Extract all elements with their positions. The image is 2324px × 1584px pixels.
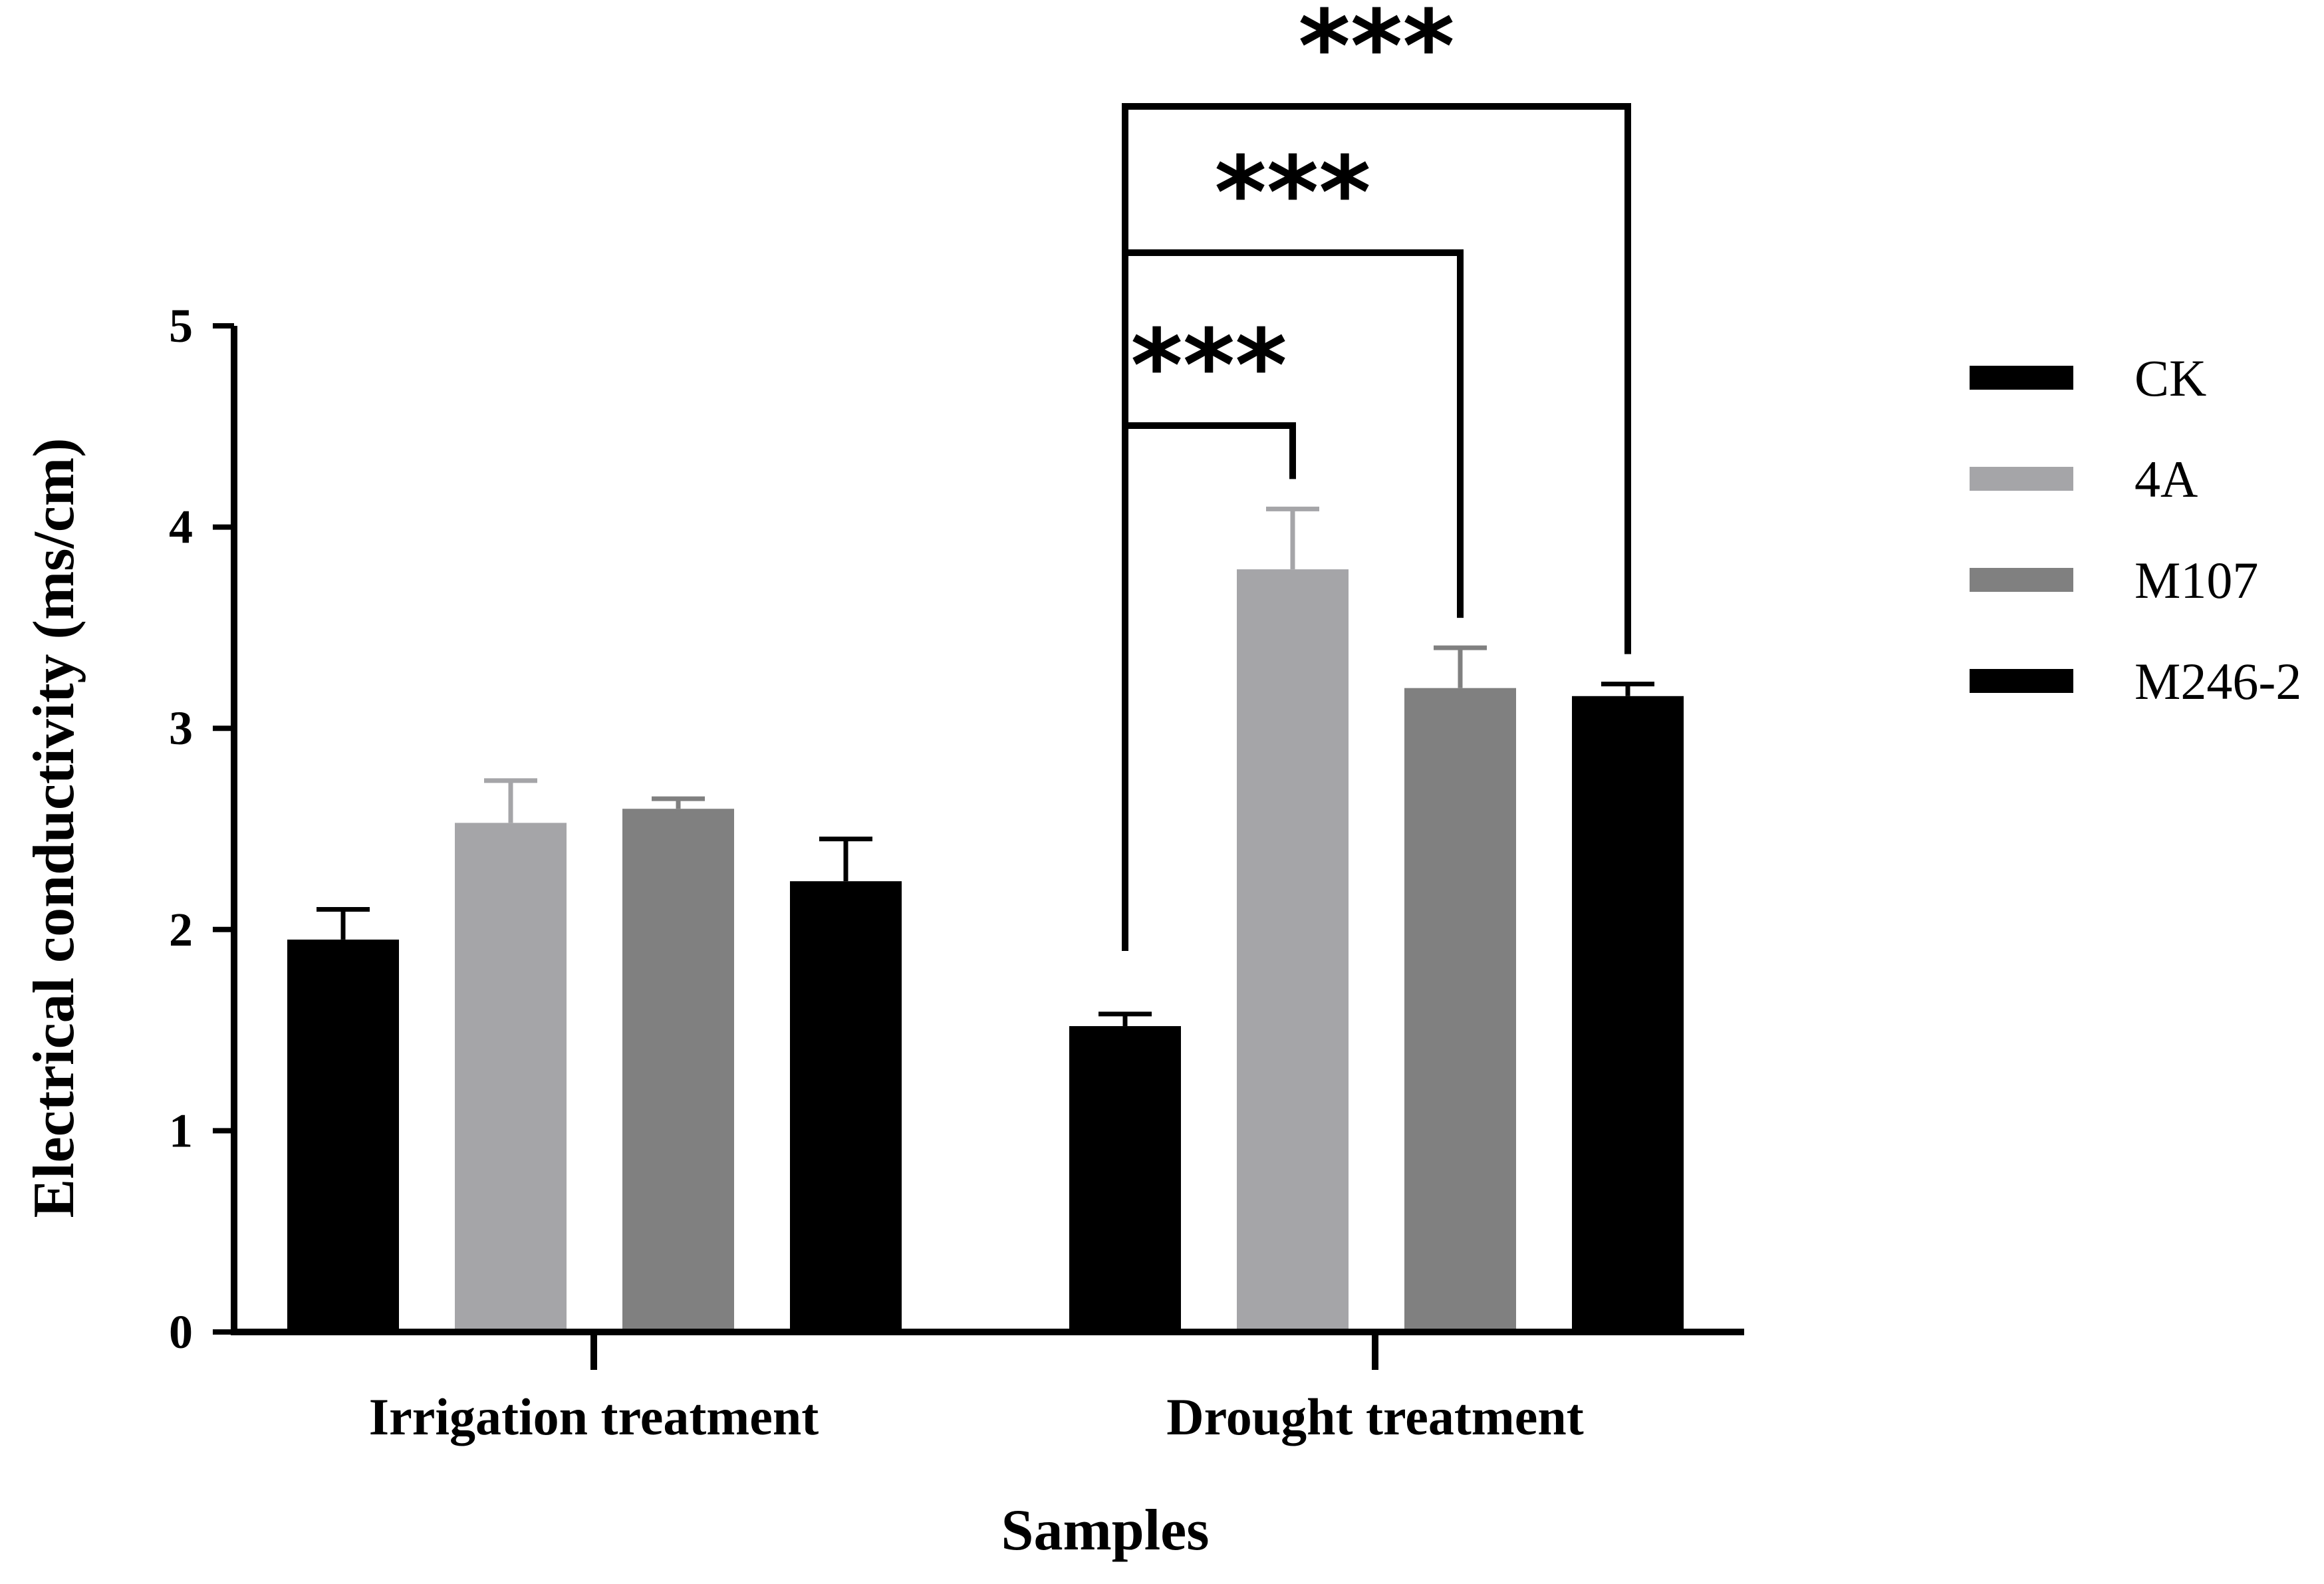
bar-m107-irrigation [622,809,734,1332]
x-category-label: Irrigation treatment [369,1388,819,1446]
significance-label: *** [1214,136,1370,251]
legend-label-m107: M107 [2134,551,2258,609]
axes-layer [231,326,1744,1335]
significance-bracket [1122,103,1631,951]
legend-swatch-ck [1970,366,2073,390]
bar-4a-drought [1237,569,1349,1332]
bar-m246-2-drought [1572,696,1684,1332]
y-axis-title: Electrical conductivity (ms/cm) [22,438,86,1218]
legend-label-m246-2: M246-2 [2134,652,2301,710]
y-tick-label: 1 [169,1104,193,1157]
y-tick-label: 2 [169,903,193,956]
bar-m107-drought [1404,688,1516,1332]
y-tick-label: 3 [169,702,193,755]
legend-swatch-m107 [1970,568,2073,592]
x-category-label: Drought treatment [1166,1388,1584,1446]
significance-label: *** [1130,309,1287,424]
x-axis-title: Samples [1001,1498,1210,1563]
bar-ck-drought [1069,1026,1181,1332]
x-categories-layer: Irrigation treatment Drought treatment [369,1332,1584,1446]
legend-label-ck: CK [2134,349,2206,407]
significance-label: *** [1298,0,1454,105]
legend-label-4a: 4A [2134,450,2198,508]
y-ticks-layer: 0 1 2 3 4 5 [169,299,234,1359]
legend: CK 4A M107 M246-2 [1970,349,2301,710]
bar-m246-2-irrigation [790,881,902,1332]
y-tick-label: 0 [169,1305,193,1359]
legend-swatch-m246-2 [1970,669,2073,693]
bars-layer [287,569,1684,1332]
y-tick-label: 5 [169,299,193,352]
significance-layer: *** *** *** [1122,0,1631,951]
bar-ck-irrigation [287,939,399,1332]
bar-4a-irrigation [455,823,567,1332]
legend-swatch-4a [1970,467,2073,491]
y-tick-label: 4 [169,501,193,554]
error-bars-layer [317,506,1654,1027]
